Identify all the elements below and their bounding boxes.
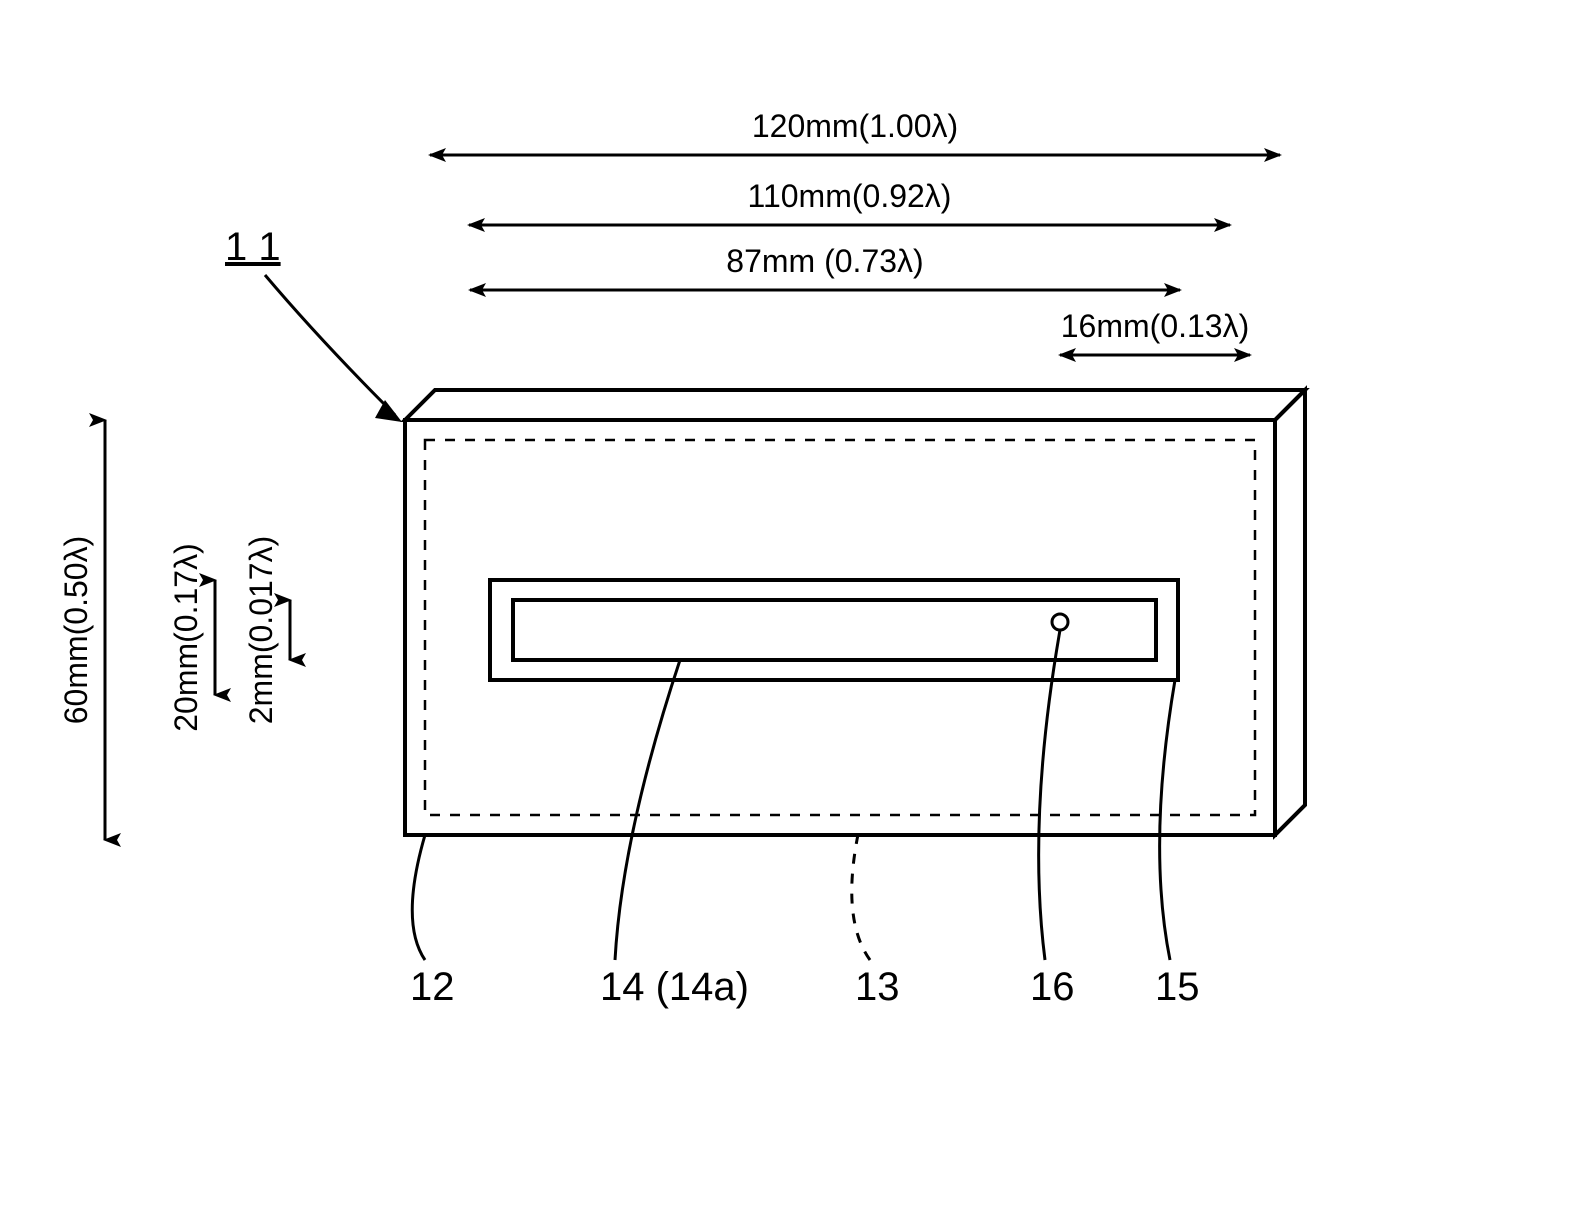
left-dimension-group: 60mm(0.50λ) 20mm(0.17λ) 2mm(0.017λ) bbox=[58, 420, 290, 840]
diagram-svg: 120mm(1.00λ) 110mm(0.92λ) 87mm (0.73λ) 16mm… bbox=[0, 0, 1587, 1228]
svg-text:20mm(0.17λ): 20mm(0.17λ) bbox=[168, 543, 204, 732]
main-box-group bbox=[405, 390, 1305, 835]
svg-text:13: 13 bbox=[855, 965, 900, 1009]
ref-11-leader bbox=[265, 275, 395, 415]
svg-text:87mm (0.73λ): 87mm (0.73λ) bbox=[726, 243, 923, 279]
svg-text:110mm(0.92λ): 110mm(0.92λ) bbox=[748, 178, 952, 214]
svg-text:12: 12 bbox=[410, 965, 455, 1009]
svg-text:15: 15 bbox=[1155, 965, 1200, 1009]
svg-text:2mm(0.017λ): 2mm(0.017λ) bbox=[243, 536, 279, 725]
svg-text:14 (14a): 14 (14a) bbox=[600, 965, 749, 1009]
ref-11-label: 1 1 bbox=[225, 225, 281, 269]
diagram-canvas: 120mm(1.00λ) 110mm(0.92λ) 87mm (0.73λ) 16mm… bbox=[0, 0, 1587, 1228]
svg-text:16: 16 bbox=[1030, 965, 1075, 1009]
svg-text:120mm(1.00λ): 120mm(1.00λ) bbox=[752, 108, 958, 144]
svg-text:60mm(0.50λ): 60mm(0.50λ) bbox=[58, 536, 94, 725]
reference-labels-group: 12 14 (14a) 13 16 15 bbox=[410, 965, 1200, 1009]
svg-text:16mm(0.13λ): 16mm(0.13λ) bbox=[1061, 308, 1250, 344]
top-dimension-group: 120mm(1.00λ) 110mm(0.92λ) 87mm (0.73λ) 16mm… bbox=[430, 108, 1280, 355]
ref-11-arrowhead bbox=[375, 400, 402, 422]
